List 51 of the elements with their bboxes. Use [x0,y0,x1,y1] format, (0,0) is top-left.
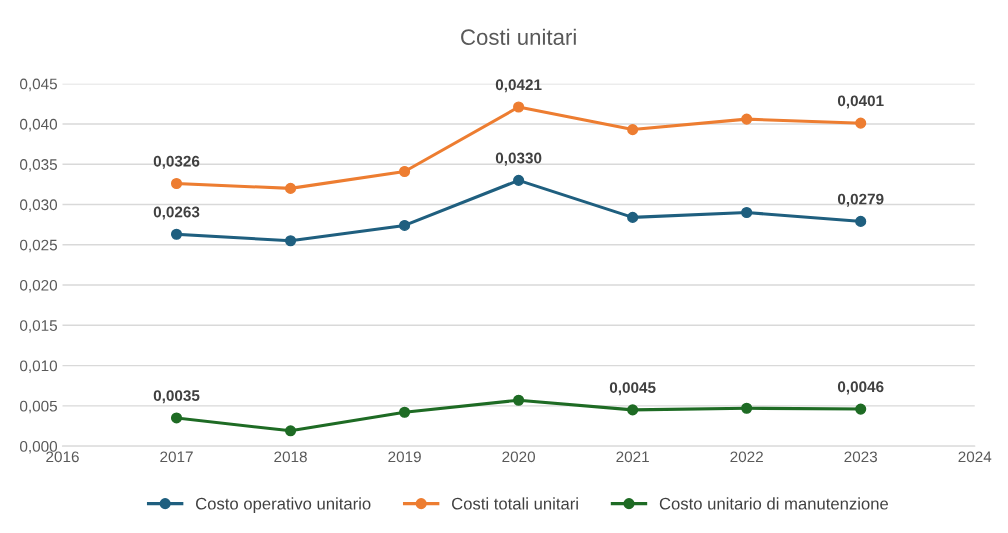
point [855,403,867,415]
point [170,412,183,424]
legend-label: Costo unitario di manutenzione [659,497,889,510]
x-tick-label: 2017 [160,451,193,463]
chart-title: Costi unitari [461,28,576,46]
point [513,101,525,113]
point [170,228,183,240]
data-label: 0,0035 [153,390,200,404]
point [513,174,525,186]
y-tick-label: 0,045 [20,78,57,92]
point [741,402,753,414]
x-tick-label: 2019 [388,451,421,463]
point [513,394,525,406]
data-label: 0,0046 [837,381,884,395]
x-tick-label: 2024 [958,451,992,463]
data-label: 0,0330 [495,152,542,166]
y-tick-label: 0,010 [20,360,58,374]
data-label: 0,0045 [609,382,656,396]
point [399,406,411,418]
y-tick-label: 0,015 [20,320,57,333]
legend-label: Costo operativo unitario [196,497,371,513]
point [399,165,411,178]
x-tick-label: 2023 [844,451,878,463]
point [399,219,411,231]
point [855,117,867,129]
point [741,113,753,125]
point [284,235,297,247]
y-tick-label: 0,035 [20,159,57,172]
y-tick-label: 0,030 [20,199,58,212]
point [627,404,639,416]
point [627,211,639,223]
point [284,182,297,194]
point [284,425,297,437]
data-label: 0,0263 [153,206,200,220]
y-tick-label: 0,025 [20,239,57,253]
data-label: 0,0421 [495,79,542,93]
point [741,206,753,219]
x-tick-label: 2020 [502,451,536,463]
x-tick-label: 2022 [730,451,763,463]
point [627,124,639,136]
point [170,177,183,190]
data-label: 0,0279 [837,193,884,207]
point [855,215,867,227]
y-tick-label: 0,040 [20,118,58,132]
x-tick-label: 2021 [616,451,649,463]
legend-label: Costi totali unitari [452,497,578,510]
y-tick-label: 0,005 [20,400,57,414]
y-tick-label: 0,020 [20,279,58,293]
x-tick-label: 2018 [274,451,307,463]
data-label: 0,0401 [837,95,884,109]
data-label: 0,0326 [153,155,200,169]
